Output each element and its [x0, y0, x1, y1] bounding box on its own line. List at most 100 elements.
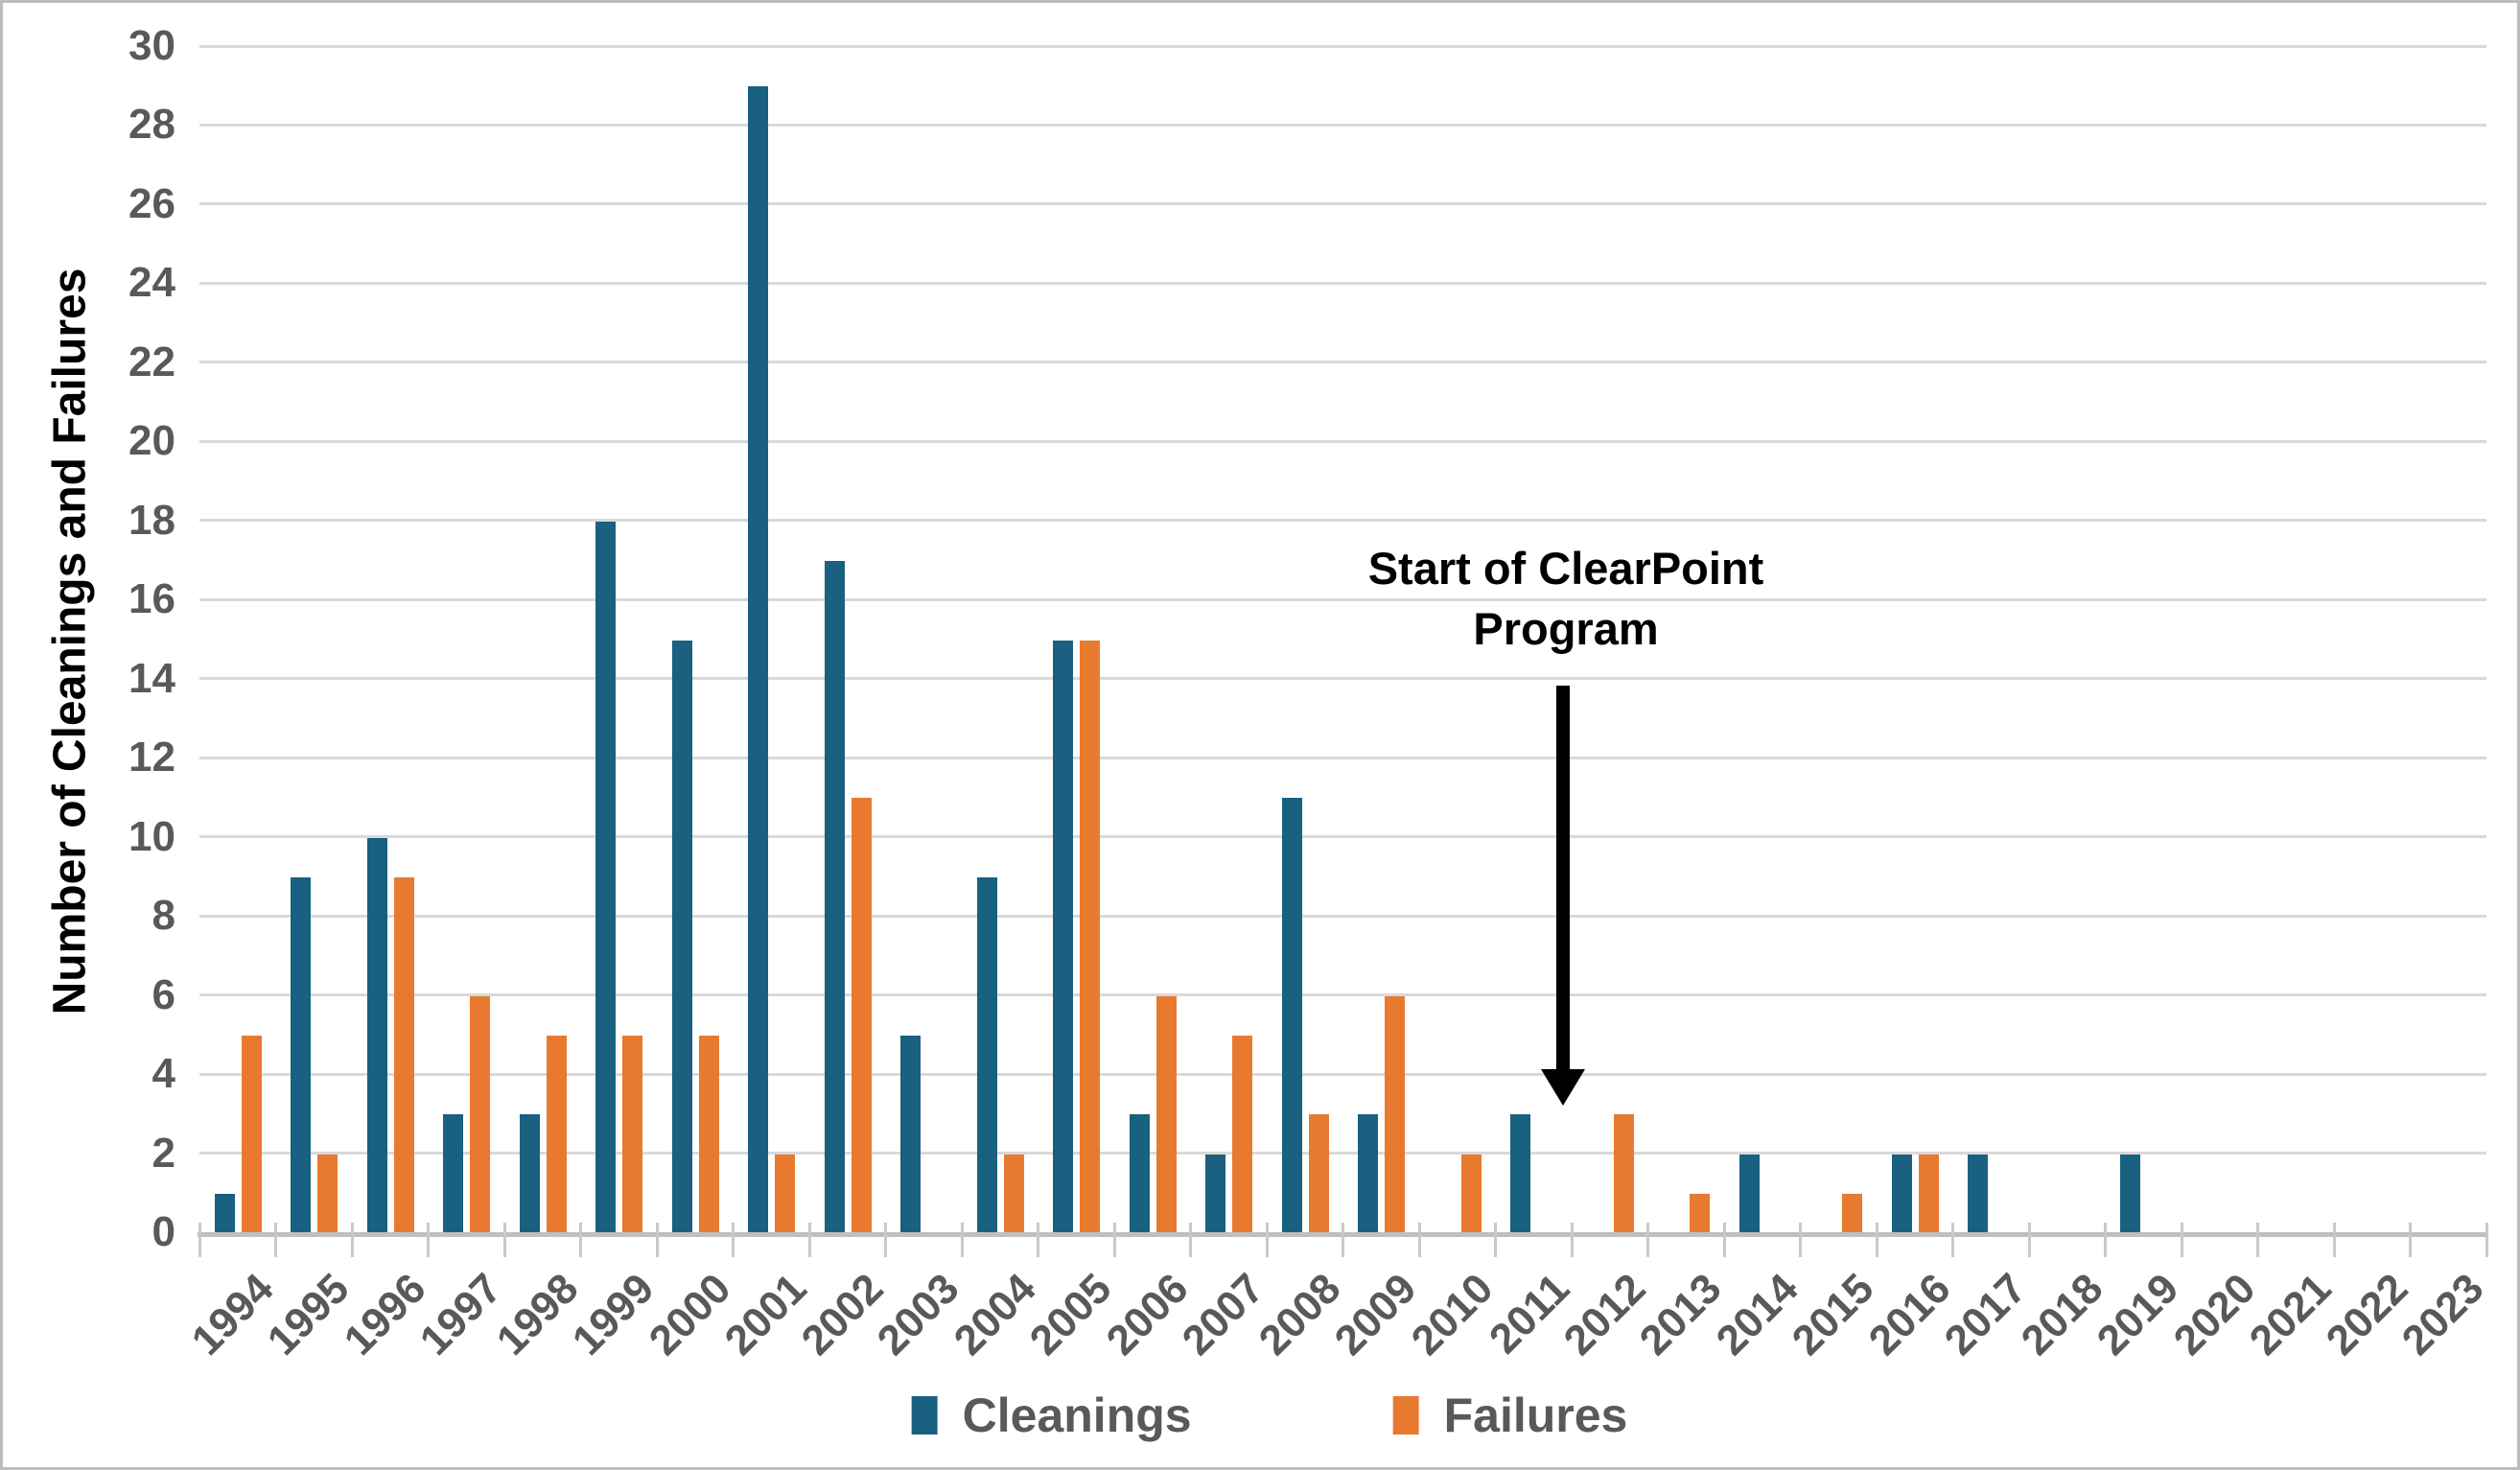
bar-failures-2002 [851, 798, 872, 1232]
y-tick-label-30: 30 [128, 22, 175, 69]
gridline-12 [199, 756, 2486, 759]
y-tick-label-26: 26 [128, 179, 175, 227]
legend-label-cleanings: Cleanings [962, 1388, 1192, 1442]
gridline-16 [199, 597, 2486, 601]
bar-cleanings-2008 [1281, 798, 1302, 1232]
x-tick-mark [1417, 1223, 1421, 1257]
x-tick-mark [807, 1223, 811, 1257]
bar-cleanings-2014 [1738, 1154, 1760, 1232]
annotation-line-2: Program [1473, 603, 1659, 654]
x-tick-label-1998: 1998 [487, 1265, 588, 1365]
x-tick-mark [1951, 1223, 1954, 1257]
x-tick-mark [1722, 1223, 1726, 1257]
bar-cleanings-2002 [824, 561, 845, 1232]
bar-failures-2015 [1842, 1193, 1863, 1232]
x-tick-mark [2256, 1223, 2259, 1257]
plot-area: 0 2 4 6 8 10 12 14 16 18 20 22 24 26 28 30 1994 1995 1996 1… [3, 3, 2517, 1467]
bar-cleanings-2019 [2120, 1154, 2141, 1232]
x-tick-mark [198, 1223, 201, 1257]
x-tick-mark [2332, 1223, 2336, 1257]
bar-failures-1994 [241, 1035, 262, 1232]
failures-swatch-icon [1392, 1396, 1419, 1435]
gridline-20 [199, 439, 2486, 443]
x-tick-mark [502, 1223, 506, 1257]
x-tick-mark [1494, 1223, 1497, 1257]
x-tick-mark [1570, 1223, 1574, 1257]
bar-cleanings-2009 [1358, 1114, 1379, 1232]
x-tick-label-2019: 2019 [2088, 1265, 2188, 1365]
x-tick-mark [884, 1223, 887, 1257]
x-tick-label-2006: 2006 [1097, 1265, 1198, 1365]
bar-failures-2016 [1918, 1154, 1939, 1232]
bar-failures-2009 [1385, 995, 1406, 1232]
x-tick-mark [2027, 1223, 2031, 1257]
y-tick-label-22: 22 [128, 338, 175, 385]
bar-failures-2004 [1003, 1154, 1024, 1232]
x-tick-label-2002: 2002 [792, 1265, 893, 1365]
y-tick-label-12: 12 [128, 734, 175, 782]
x-tick-mark [2104, 1223, 2107, 1257]
x-tick-label-1999: 1999 [564, 1265, 664, 1365]
x-tick-label-2012: 2012 [1554, 1265, 1655, 1365]
gridline-14 [199, 677, 2486, 681]
x-tick-label-2023: 2023 [2393, 1265, 2493, 1365]
gridline-4 [199, 1072, 2486, 1076]
bar-failures-1995 [317, 1154, 338, 1232]
x-tick-mark [1875, 1223, 1878, 1257]
bar-failures-2013 [1690, 1193, 1711, 1232]
x-tick-mark [1037, 1223, 1039, 1257]
gridline-24 [199, 281, 2486, 285]
x-tick-label-2013: 2013 [1631, 1265, 1731, 1365]
gridline-10 [199, 835, 2486, 839]
legend-label-failures: Failures [1443, 1388, 1628, 1442]
x-tick-mark [350, 1223, 354, 1257]
x-tick-mark [427, 1223, 430, 1257]
y-tick-label-2: 2 [152, 1129, 175, 1177]
y-tick-label-18: 18 [128, 496, 175, 544]
x-tick-label-1997: 1997 [411, 1265, 511, 1365]
cleanings-swatch-icon [911, 1396, 938, 1435]
y-tick-label-20: 20 [128, 417, 175, 465]
y-tick-label-8: 8 [152, 892, 175, 940]
bar-cleanings-1995 [291, 876, 312, 1232]
x-tick-label-2004: 2004 [945, 1265, 1045, 1365]
bar-cleanings-2001 [748, 86, 769, 1232]
legend-entry-failures: Failures [1392, 1388, 1628, 1443]
gridline-30 [199, 44, 2486, 48]
x-tick-label-1995: 1995 [259, 1265, 359, 1365]
bar-cleanings-2000 [671, 640, 692, 1232]
x-tick-label-1994: 1994 [182, 1265, 283, 1365]
x-tick-mark [1112, 1223, 1116, 1257]
x-tick-mark [960, 1223, 964, 1257]
x-tick-mark [1646, 1223, 1649, 1257]
bar-cleanings-2016 [1891, 1154, 1912, 1232]
x-tick-label-2021: 2021 [2241, 1265, 2341, 1365]
y-tick-label-16: 16 [128, 575, 175, 623]
gridline-6 [199, 993, 2486, 997]
bar-failures-2007 [1232, 1035, 1253, 1232]
x-tick-label-2005: 2005 [1021, 1265, 1121, 1365]
x-tick-label-2011: 2011 [1480, 1265, 1578, 1364]
x-tick-mark [1799, 1223, 1802, 1257]
bar-failures-2006 [1155, 995, 1177, 1232]
annotation-text: Start of ClearPoint Program [1230, 538, 1902, 659]
bar-cleanings-2017 [1968, 1154, 1989, 1232]
x-tick-mark [655, 1223, 659, 1257]
bar-failures-2001 [775, 1154, 796, 1232]
y-tick-label-24: 24 [128, 259, 175, 307]
x-tick-label-2018: 2018 [2012, 1265, 2112, 1365]
bar-cleanings-2006 [1129, 1114, 1150, 1232]
gridline-26 [199, 202, 2486, 206]
bar-failures-2010 [1460, 1154, 1482, 1232]
x-tick-label-2020: 2020 [2164, 1265, 2265, 1365]
x-tick-label-2000: 2000 [640, 1265, 740, 1365]
x-tick-mark [2409, 1223, 2412, 1257]
annotation-line-1: Start of ClearPoint [1367, 543, 1764, 594]
y-tick-label-28: 28 [128, 101, 175, 149]
x-tick-label-2009: 2009 [1326, 1265, 1426, 1365]
bar-cleanings-2004 [976, 876, 997, 1232]
x-tick-mark [579, 1223, 582, 1257]
bar-cleanings-1997 [443, 1114, 464, 1232]
gridline-8 [199, 914, 2486, 918]
